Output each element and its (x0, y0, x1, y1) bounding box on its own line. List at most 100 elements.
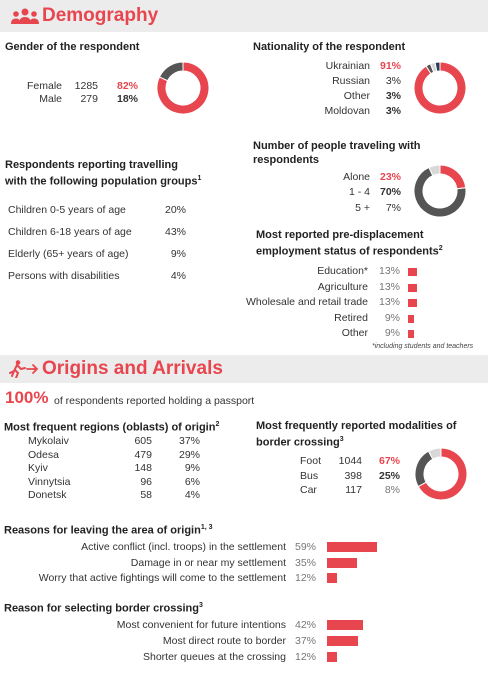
reason-bar (327, 636, 358, 646)
nationality-donut (413, 61, 467, 115)
employment-pct: 13% (378, 280, 400, 293)
region-count: 96 (140, 475, 152, 488)
reason-bar (327, 652, 337, 662)
reason-bar (327, 620, 363, 630)
region-count: 479 (134, 448, 152, 461)
gender-label: Female (26, 80, 62, 92)
employment-bar (408, 299, 417, 307)
reason-pct: 42% (294, 619, 316, 631)
group-label: Children 6-18 years of age (8, 226, 132, 238)
reason-label: Worry that active fightings will come to… (38, 572, 286, 584)
group-label: Persons with disabilities (8, 270, 120, 282)
employment-bar (408, 283, 417, 292)
modality-label: Car (300, 484, 317, 496)
regions-heading: Most frequent regions (oblasts) of origi… (4, 421, 220, 434)
employment-heading: Most reported pre-displacement employmen… (256, 229, 443, 258)
groups-heading: Respondents reporting travelling with th… (5, 159, 202, 188)
donut-slice (434, 61, 441, 72)
group-pct: 43% (164, 226, 186, 238)
demography-title: Demography (42, 5, 159, 26)
modality-count: 117 (345, 484, 362, 496)
traveling-label: 5 + (355, 202, 370, 214)
origins-header: Origins and Arrivals (0, 355, 488, 383)
employment-bar (408, 314, 414, 323)
reasons-crossing-heading: Reason for selecting border crossing3 (4, 602, 203, 615)
region-label: Odesa (28, 448, 59, 461)
modality-count: 398 (344, 469, 362, 482)
nationality-label: Russian (332, 75, 370, 87)
employment-label: Agriculture (317, 280, 368, 293)
employment-pct: 9% (384, 327, 400, 339)
reason-pct: 59% (294, 541, 316, 553)
donut-slice (417, 447, 468, 501)
traveling-label: Alone (343, 171, 370, 183)
modality-pct: 67% (378, 455, 400, 467)
traveling-heading: Number of people traveling with responde… (253, 140, 421, 166)
employment-label: Education* (317, 265, 368, 277)
employment-label: Retired (334, 311, 368, 324)
modality-count: 1044 (338, 455, 362, 467)
nationality-pct: 3% (385, 75, 401, 87)
reason-label: Shorter queues at the crossing (142, 651, 286, 663)
reason-label: Most direct route to border (162, 635, 286, 647)
nationality-pct: 3% (385, 105, 401, 117)
nationality-label: Moldovan (324, 105, 370, 117)
donut-slice (413, 166, 467, 218)
group-label: Elderly (65+ years of age) (8, 248, 129, 260)
traveling-label: 1 - 4 (348, 186, 370, 198)
reason-pct: 12% (294, 651, 316, 663)
employment-pct: 9% (384, 311, 400, 324)
employment-label: Wholesale and retail trade (246, 296, 368, 308)
modality-pct: 25% (378, 469, 400, 482)
region-pct: 4% (184, 489, 200, 501)
region-pct: 6% (184, 475, 200, 488)
passport-pct: 100% (5, 388, 49, 407)
region-label: Donetsk (28, 489, 67, 501)
employment-bar (408, 268, 417, 276)
nationality-label: Ukrainian (325, 60, 370, 72)
reason-label: Damage in or near my settlement (130, 556, 286, 569)
passport-text: of respondents reported holding a passpo… (54, 395, 255, 407)
employment-pct: 13% (378, 265, 400, 277)
gender-label: Male (39, 93, 62, 105)
reason-label: Active conflict (incl. troops) in the se… (81, 541, 286, 553)
reasons-leaving-heading: Reasons for leaving the area of origin1,… (4, 524, 213, 537)
group-pct: 20% (164, 204, 186, 216)
region-pct: 29% (178, 448, 200, 461)
employment-label: Other (341, 327, 368, 339)
region-count: 148 (134, 462, 152, 474)
region-label: Mykolaiv (28, 435, 69, 447)
demography-header: Demography (0, 0, 488, 32)
group-pct: 4% (170, 270, 186, 282)
reason-label: Most convenient for future intentions (116, 619, 286, 631)
traveling-pct: 70% (379, 186, 401, 198)
donut-slice (156, 61, 210, 115)
group-label: Children 0-5 years of age (8, 204, 126, 216)
nationality-label: Other (343, 90, 370, 102)
gender-heading: Gender of the respondent (5, 41, 140, 53)
origins-title: Origins and Arrivals (42, 358, 223, 379)
reason-bar (327, 542, 377, 552)
region-label: Kyiv (28, 462, 48, 474)
modality-label: Bus (300, 469, 319, 482)
region-pct: 37% (178, 435, 200, 447)
running-person-icon (9, 360, 39, 378)
modality-label: Foot (300, 455, 322, 467)
donut-slice (414, 450, 434, 488)
nationality-heading: Nationality of the respondent (253, 41, 406, 53)
donut-slice (439, 164, 467, 190)
modality-pct: 8% (384, 484, 400, 496)
gender-pct: 82% (116, 80, 138, 92)
region-count: 605 (134, 435, 152, 447)
traveling-pct: 23% (379, 171, 401, 183)
nationality-pct: 91% (379, 60, 401, 72)
traveling-donut (413, 164, 467, 218)
region-label: Vinnytsia (28, 475, 71, 488)
employment-bar (408, 330, 414, 338)
employment-footnote: *including students and teachers (372, 343, 474, 350)
nationality-pct: 3% (385, 90, 401, 102)
donut-slice (158, 61, 184, 82)
gender-count: 279 (80, 93, 98, 105)
donut-slice (413, 61, 467, 115)
donut-slice (427, 447, 442, 460)
